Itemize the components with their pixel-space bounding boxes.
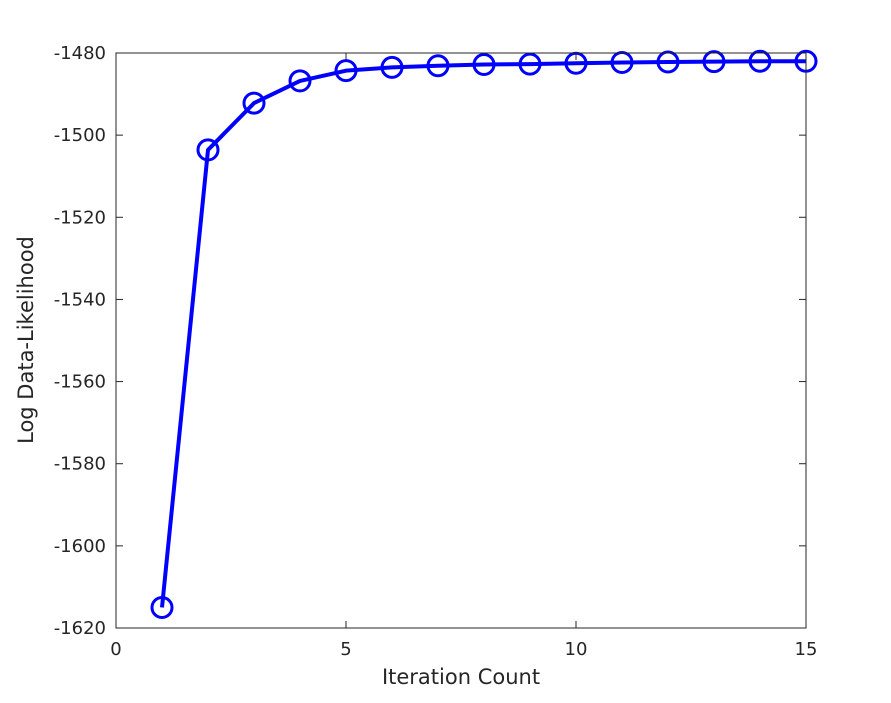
plot-area	[116, 53, 806, 628]
y-tick-label: -1560	[54, 372, 106, 393]
x-tick-label: 15	[795, 639, 818, 660]
y-tick-label: -1480	[54, 43, 106, 64]
data-point	[656, 50, 680, 74]
x-tick-label: 10	[565, 639, 588, 660]
y-tick-label: -1620	[54, 618, 106, 639]
data-point	[380, 55, 404, 79]
y-tick-label: -1600	[54, 536, 106, 557]
series-line	[160, 59, 806, 608]
y-axis-label: Log Data-Likelihood	[14, 236, 38, 444]
x-axis-ticks: 0 5 10 15	[110, 53, 817, 660]
data-point	[472, 53, 496, 76]
x-tick-label: 5	[340, 639, 351, 660]
data-point	[518, 52, 542, 76]
data-point	[426, 54, 450, 78]
data-point	[242, 91, 266, 115]
y-tick-label: -1540	[54, 289, 106, 310]
data-point	[748, 49, 772, 73]
y-tick-label: -1580	[54, 454, 106, 475]
data-point	[702, 50, 726, 74]
y-tick-label: -1520	[54, 207, 106, 228]
data-point	[334, 59, 358, 83]
x-axis-label: Iteration Count	[382, 665, 540, 689]
series-layer	[150, 49, 818, 619]
data-point	[150, 595, 174, 619]
plot-frame	[115, 52, 807, 629]
y-axis-ticks: -1620 -1600 -1580 -1560 -1540 -1520 -1500 -1480	[54, 43, 806, 639]
y-tick-label: -1500	[54, 125, 106, 146]
data-point	[196, 138, 220, 162]
data-point	[288, 69, 312, 93]
x-tick-label: 0	[110, 639, 121, 660]
data-point	[610, 50, 634, 74]
